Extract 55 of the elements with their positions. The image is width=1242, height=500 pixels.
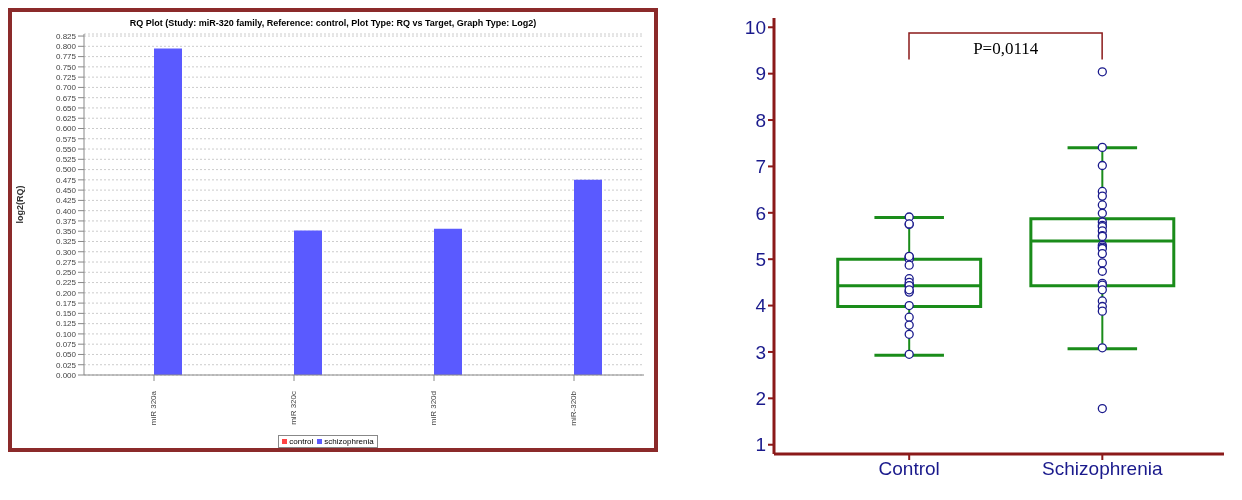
y-tick-label: 0.025: [55, 360, 77, 370]
x-tick-label: Control: [878, 458, 940, 480]
y-tick-label: 0.275: [55, 257, 77, 267]
y-tick-label: 3: [755, 341, 766, 363]
y-tick-label: 0.750: [55, 62, 77, 72]
y-tick-label: 0.250: [55, 268, 77, 278]
x-tick-label: miR 320c: [289, 391, 299, 425]
y-tick-label: 0.775: [55, 52, 77, 62]
y-tick-label: 2: [755, 388, 766, 410]
x-tick-label: miR 320a: [149, 390, 159, 426]
legend-label: control: [288, 437, 314, 446]
y-tick-label: 1: [755, 434, 766, 456]
y-tick-label: 6: [755, 202, 766, 224]
y-tick-label: 0.625: [55, 114, 77, 124]
y-tick-label: 0.650: [55, 103, 77, 113]
legend-label: schizophrenia: [323, 437, 374, 446]
y-tick-label: 0.150: [55, 309, 77, 319]
y-tick-label: 0.450: [55, 185, 77, 195]
y-tick-label: 0.525: [55, 155, 77, 165]
y-tick-label: 5: [755, 248, 766, 270]
y-tick-label: 4: [755, 295, 767, 317]
y-tick-label: 0.350: [55, 227, 77, 237]
y-tick-label: 0.425: [55, 196, 77, 206]
y-tick-label: 8: [755, 109, 766, 131]
y-tick-label: 0.400: [55, 206, 77, 216]
y-tick-label: 0.225: [55, 278, 77, 288]
y-tick-label: 7: [755, 156, 766, 178]
chart-title: RQ Plot (Study: miR-320 family, Reference: control, Plot Type: RQ vs Target, Graph Type: Log2): [128, 18, 538, 28]
y-tick-label: 0.000: [55, 370, 77, 380]
y-tick-label: 0.475: [55, 175, 77, 185]
x-tick-label: miR 320d: [429, 391, 439, 426]
y-tick-label: 0.125: [55, 319, 77, 329]
y-tick-label: 9: [755, 63, 766, 85]
annotation: P=0,0114: [972, 39, 1040, 60]
y-tick-label: 0.500: [55, 165, 77, 175]
x-tick-label: miR-320b: [569, 390, 579, 426]
y-tick-label: 0.050: [55, 350, 77, 360]
x-tick-label: Schizophrenia: [1042, 458, 1163, 480]
y-tick-label: 0.300: [55, 247, 77, 257]
y-tick-label: 0.100: [55, 329, 77, 339]
y-tick-label: 10: [744, 17, 766, 39]
y-tick-label: 0.075: [55, 340, 77, 350]
y-tick-label: 0.675: [55, 93, 77, 103]
y-tick-label: 0.800: [55, 42, 77, 52]
y-tick-label: 0.550: [55, 144, 77, 154]
y-axis-title: log2(RQ): [15, 185, 26, 224]
y-tick-label: 0.725: [55, 72, 77, 82]
y-tick-label: 0.575: [55, 134, 77, 144]
y-tick-label: 0.200: [55, 288, 77, 298]
y-tick-label: 0.325: [55, 237, 77, 247]
y-tick-label: 0.600: [55, 124, 77, 134]
y-tick-label: 0.825: [55, 31, 77, 41]
y-tick-label: 0.700: [55, 83, 77, 93]
y-tick-label: 0.375: [55, 216, 77, 226]
y-tick-label: 0.175: [55, 298, 77, 308]
